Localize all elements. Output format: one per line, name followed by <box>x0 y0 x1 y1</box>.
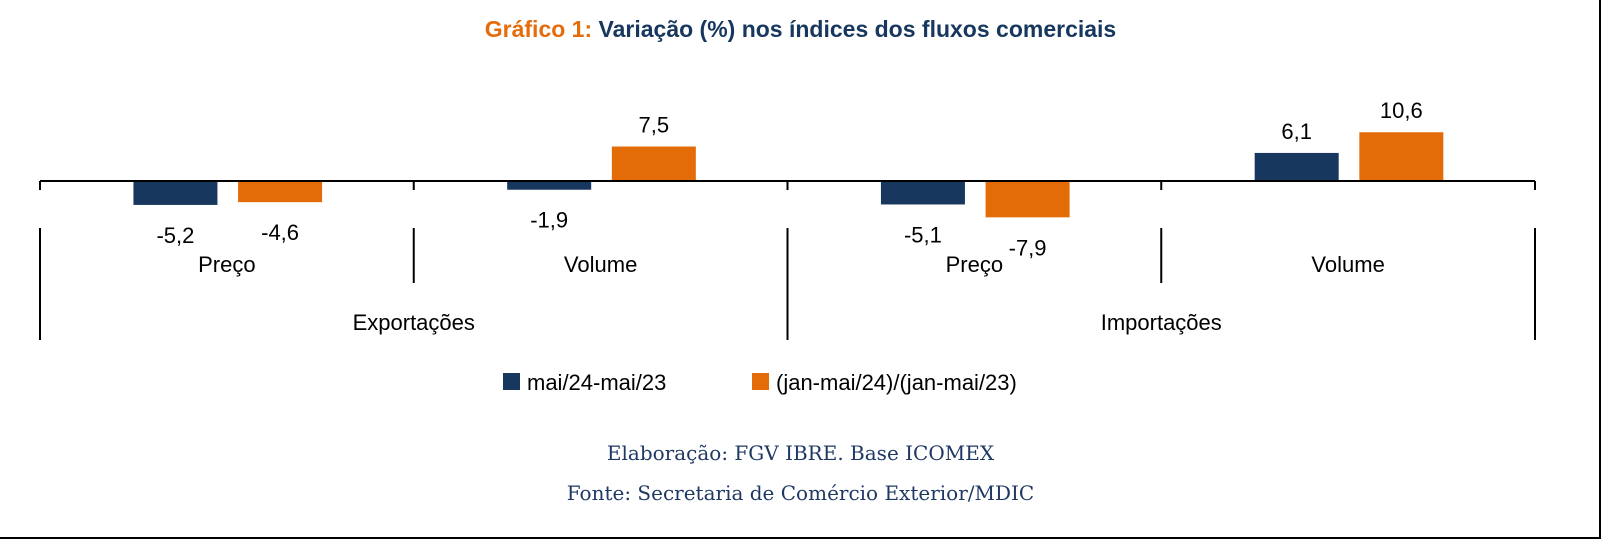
data-label-s2-c2: 7,5 <box>639 113 670 138</box>
bar-s1-c4 <box>1254 152 1339 181</box>
bar-s1-c2 <box>507 181 592 190</box>
data-label-s2-c1: -4,6 <box>261 220 299 245</box>
footnote-source: Fonte: Secretaria de Comércio Exterior/M… <box>566 481 1035 505</box>
bar-s2-c3 <box>985 181 1070 218</box>
data-label-s1-c4: 6,1 <box>1281 119 1312 144</box>
legend-item-ytd-label: (jan-mai/24)/(jan-mai/23) <box>776 370 1017 395</box>
data-label-s1-c2: -1,9 <box>530 208 568 233</box>
data-label-s1-c3: -5,1 <box>904 222 942 247</box>
category-label-2: Volume <box>564 252 637 277</box>
bar-s2-c1 <box>238 181 323 203</box>
chart-title-main: Variação (%) nos índices dos fluxos come… <box>598 16 1117 42</box>
bar-s2-c4 <box>1359 132 1444 181</box>
chart-title-prefix: Gráfico 1: <box>484 16 593 42</box>
footnote-elaboration: Elaboração: FGV IBRE. Base ICOMEX <box>606 441 995 465</box>
legend-item-monthly-swatch <box>503 373 520 390</box>
bar-s2-c2 <box>611 146 696 181</box>
bar-s1-c3 <box>880 181 965 205</box>
group-label-1: Exportações <box>353 310 475 335</box>
chart-title: Gráfico 1: Variação (%) nos índices dos … <box>0 16 1601 43</box>
data-label-s1-c1: -5,2 <box>156 223 194 248</box>
bar-s1-c1 <box>133 181 218 205</box>
data-label-s2-c3: -7,9 <box>1009 235 1047 260</box>
bar-chart: -5,2 -1,9 -5,1 6,1 -4,6 7,5 -7,9 10,6 Preço Volum… <box>39 98 1536 395</box>
data-label-s2-c4: 10,6 <box>1380 98 1423 123</box>
category-label-1: Preço <box>198 252 255 277</box>
legend-item-ytd-swatch <box>752 373 769 390</box>
group-label-2: Importações <box>1101 310 1222 335</box>
legend-item-monthly-label: mai/24-mai/23 <box>527 370 666 395</box>
category-label-4: Volume <box>1311 252 1384 277</box>
category-label-3: Preço <box>946 252 1003 277</box>
